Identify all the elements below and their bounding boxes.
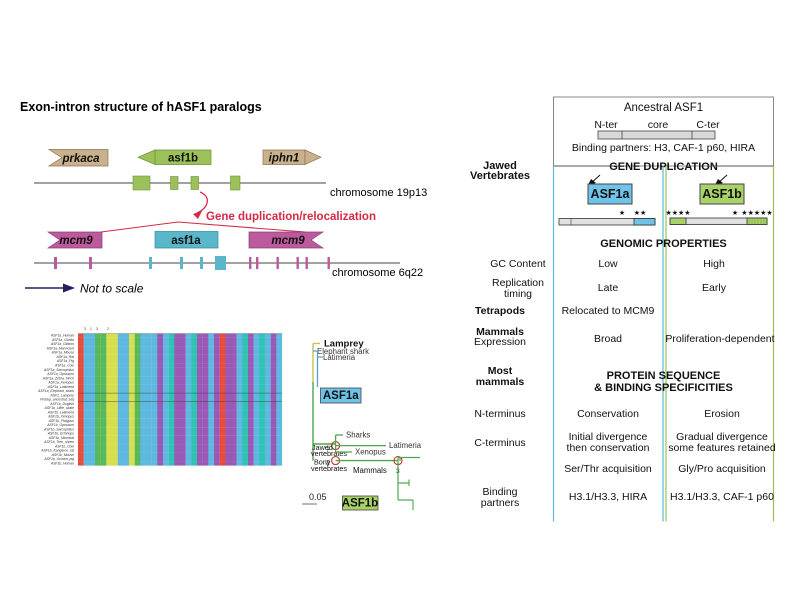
svg-text:0.05: 0.05: [309, 492, 327, 502]
svg-text:ASF1a: ASF1a: [323, 390, 359, 402]
svg-text:Exon-intron structure of hASF1: Exon-intron structure of hASF1 paralogs: [20, 100, 262, 114]
svg-text:2: 2: [326, 460, 330, 467]
svg-text:chromosome 19p13: chromosome 19p13: [330, 187, 427, 199]
svg-text:Not to scale: Not to scale: [80, 282, 144, 296]
svg-text:H3.1/H3.3, HIRA: H3.1/H3.3, HIRA: [569, 491, 647, 503]
svg-text:asf1a: asf1a: [171, 235, 201, 247]
svg-text:Sharks: Sharks: [346, 431, 370, 440]
svg-text:ASF1b: ASF1b: [702, 187, 742, 201]
svg-text:ASF1b_Human: ASF1b_Human: [50, 461, 74, 465]
svg-text:mcm9: mcm9: [59, 235, 93, 247]
svg-text:3: 3: [84, 327, 86, 331]
svg-text:Conservation: Conservation: [577, 408, 639, 420]
svg-text:1: 1: [90, 327, 92, 331]
svg-text:Proliferation-dependent: Proliferation-dependent: [665, 333, 774, 345]
svg-text:then conservation: then conservation: [567, 442, 650, 454]
svg-text:C-terminus: C-terminus: [474, 437, 525, 449]
svg-text:Expression: Expression: [474, 336, 526, 348]
svg-text:core: core: [648, 119, 669, 131]
svg-text:★★★★: ★★★★: [665, 209, 690, 217]
svg-text:Relocated to MCM9: Relocated to MCM9: [562, 305, 655, 317]
svg-text:GENOMIC PROPERTIES: GENOMIC PROPERTIES: [600, 238, 727, 250]
svg-text:★★★★★: ★★★★★: [741, 209, 772, 217]
svg-text:mcm9: mcm9: [271, 235, 305, 247]
svg-text:Broad: Broad: [594, 333, 622, 345]
svg-text:Gene duplication/relocalizatio: Gene duplication/relocalization: [206, 211, 376, 223]
svg-text:GC Content: GC Content: [490, 258, 546, 270]
svg-text:3: 3: [96, 327, 98, 331]
svg-text:★: ★: [732, 209, 738, 217]
svg-text:Latimeria: Latimeria: [323, 353, 356, 362]
svg-text:asf1b: asf1b: [168, 153, 198, 165]
svg-text:Ancestral ASF1: Ancestral ASF1: [624, 102, 703, 114]
svg-text:timing: timing: [504, 288, 532, 300]
svg-text:N-ter: N-ter: [594, 119, 618, 131]
svg-text:ASF1b: ASF1b: [342, 498, 378, 510]
svg-text:1: 1: [326, 445, 330, 452]
svg-text:Xenopus: Xenopus: [355, 448, 386, 457]
svg-text:mammals: mammals: [476, 376, 525, 388]
svg-text:prkaca: prkaca: [61, 153, 100, 165]
svg-text:chromosome 6q22: chromosome 6q22: [332, 267, 423, 279]
svg-text:ASF1a: ASF1a: [591, 187, 631, 201]
svg-text:some features retained: some features retained: [668, 442, 776, 454]
svg-text:Late: Late: [598, 282, 619, 294]
svg-text:★★: ★★: [634, 209, 647, 217]
svg-text:Gly/Pro acquisition: Gly/Pro acquisition: [678, 463, 766, 475]
svg-text:Erosion: Erosion: [704, 408, 740, 420]
svg-text:iphn1: iphn1: [269, 153, 300, 165]
svg-text:Vertebrates: Vertebrates: [470, 170, 530, 182]
svg-text:N-terminus: N-terminus: [474, 408, 525, 420]
svg-text:Tetrapods: Tetrapods: [475, 305, 525, 317]
svg-text:Binding partners: H3, CAF-1 p6: Binding partners: H3, CAF-1 p60, HIRA: [572, 142, 755, 154]
svg-text:& BINDING SPECIFICITIES: & BINDING SPECIFICITIES: [594, 382, 733, 394]
svg-text:Mammals: Mammals: [353, 466, 387, 475]
svg-text:Low: Low: [598, 258, 618, 270]
svg-text:Latimeria: Latimeria: [389, 441, 422, 450]
svg-text:C-ter: C-ter: [696, 119, 720, 131]
svg-text:partners: partners: [481, 497, 520, 509]
svg-text:Early: Early: [702, 282, 727, 294]
svg-text:Ser/Thr acquisition: Ser/Thr acquisition: [564, 463, 652, 475]
svg-text:H3.1/H3.3, CAF-1 p60: H3.1/H3.3, CAF-1 p60: [670, 491, 774, 503]
svg-text:2: 2: [107, 327, 109, 331]
svg-text:★: ★: [619, 209, 625, 217]
svg-text:High: High: [703, 258, 725, 270]
svg-text:PROTEIN SEQUENCE: PROTEIN SEQUENCE: [607, 370, 721, 382]
